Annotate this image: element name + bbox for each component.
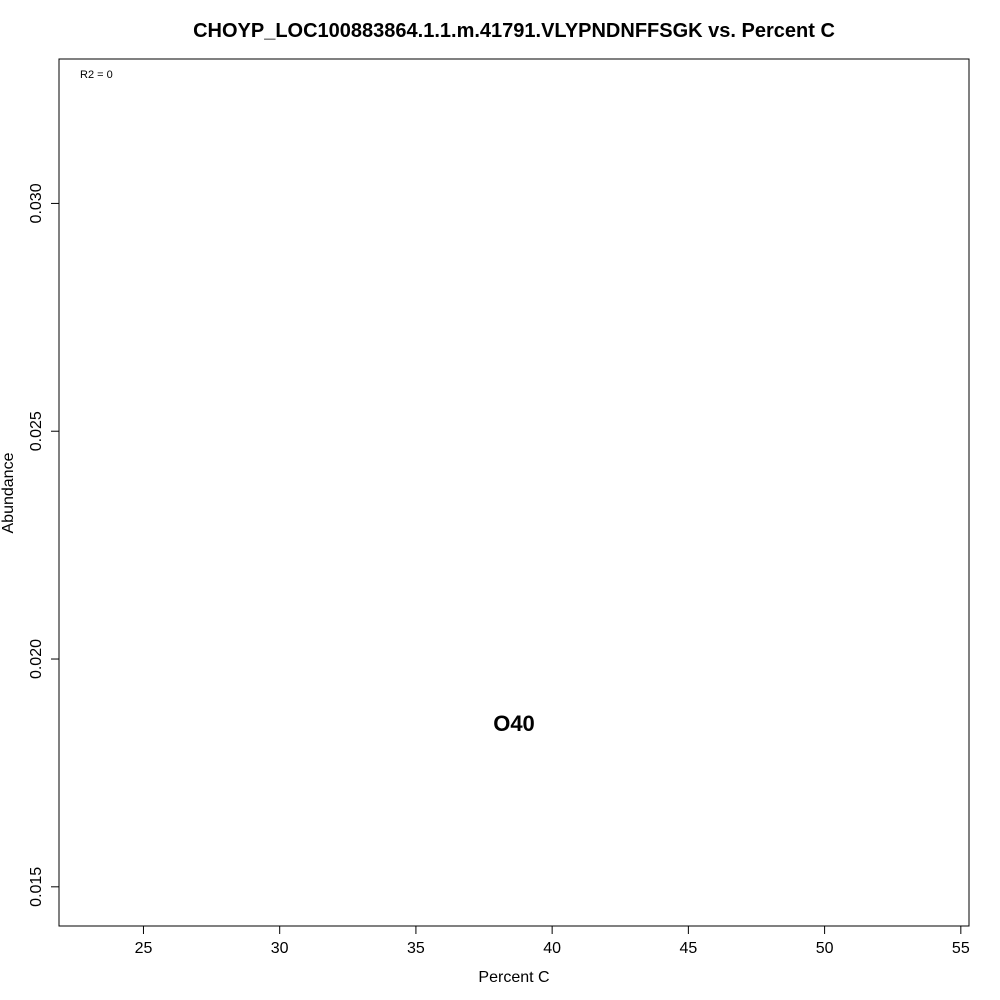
plot-frame [58, 58, 970, 927]
x-tick-label: 40 [543, 940, 561, 957]
y-tick-label: 0.020 [28, 639, 45, 679]
r2-annotation: R2 = 0 [80, 69, 113, 81]
data-points: O40 [493, 711, 535, 736]
chart-title: CHOYP_LOC100883864.1.1.m.41791.VLYPNDNFF… [193, 20, 835, 42]
x-tick-label: 30 [271, 940, 289, 957]
y-axis: 0.015 0.020 0.025 0.030 [28, 183, 60, 907]
x-tick-label: 25 [135, 940, 153, 957]
y-tick-label: 0.025 [28, 411, 45, 451]
x-tick-label: 55 [952, 940, 970, 957]
x-axis-label: Percent C [478, 969, 549, 986]
point-label-o40: O40 [493, 711, 535, 736]
y-tick-label: 0.015 [28, 867, 45, 907]
x-tick-label: 50 [816, 940, 834, 957]
x-tick-label: 35 [407, 940, 425, 957]
y-tick-label: 0.030 [28, 183, 45, 223]
y-axis-label: Abundance [0, 452, 17, 533]
x-tick-label: 45 [679, 940, 697, 957]
x-axis: 25 30 35 40 45 50 55 [135, 925, 970, 957]
